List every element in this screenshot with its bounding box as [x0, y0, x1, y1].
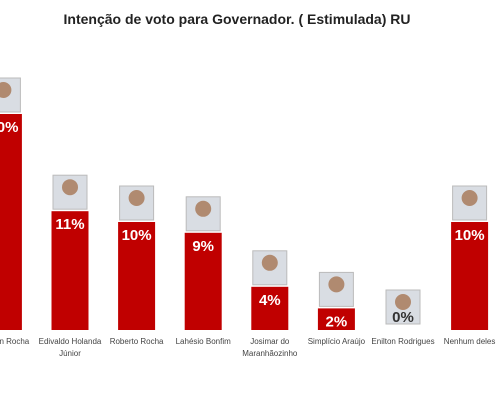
value-label: 2%: [326, 313, 348, 330]
bar: [51, 211, 89, 330]
bar: [317, 308, 355, 330]
bar: [118, 222, 156, 330]
value-label: 0%: [392, 309, 414, 326]
photo-face: [328, 276, 345, 293]
chart-title: Intenção de voto para Governador. ( Esti…: [64, 11, 411, 27]
photo-face: [0, 82, 12, 98]
photo-face: [395, 294, 411, 310]
value-label: 10%: [122, 227, 152, 244]
bar: [0, 114, 22, 330]
value-label: 11%: [55, 216, 84, 233]
value-label: 20%: [0, 119, 18, 136]
category-label: Roberto Rocha: [109, 337, 164, 346]
photo-face: [461, 190, 478, 206]
category-label: on Rocha: [0, 337, 30, 346]
category-label: Nenhum deles: [443, 337, 496, 346]
bar: [451, 222, 489, 330]
category-label: Lahésio Bonfim: [175, 337, 231, 346]
photo-face: [195, 200, 212, 217]
bar: [184, 232, 222, 330]
category-label: Enilton Rodrigues: [371, 337, 435, 346]
category-label: Edivaldo Holanda Júnior: [38, 337, 102, 358]
value-label: 4%: [259, 292, 281, 309]
value-label: 10%: [455, 227, 485, 244]
category-label: Simplício Araújo: [307, 337, 366, 346]
value-label: 9%: [192, 238, 214, 255]
photo-face: [261, 254, 278, 271]
bar: [251, 286, 289, 330]
photo-face: [62, 179, 78, 196]
photo-face: [128, 190, 145, 206]
category-label: Josimar do Maranhãozinho: [242, 337, 298, 358]
